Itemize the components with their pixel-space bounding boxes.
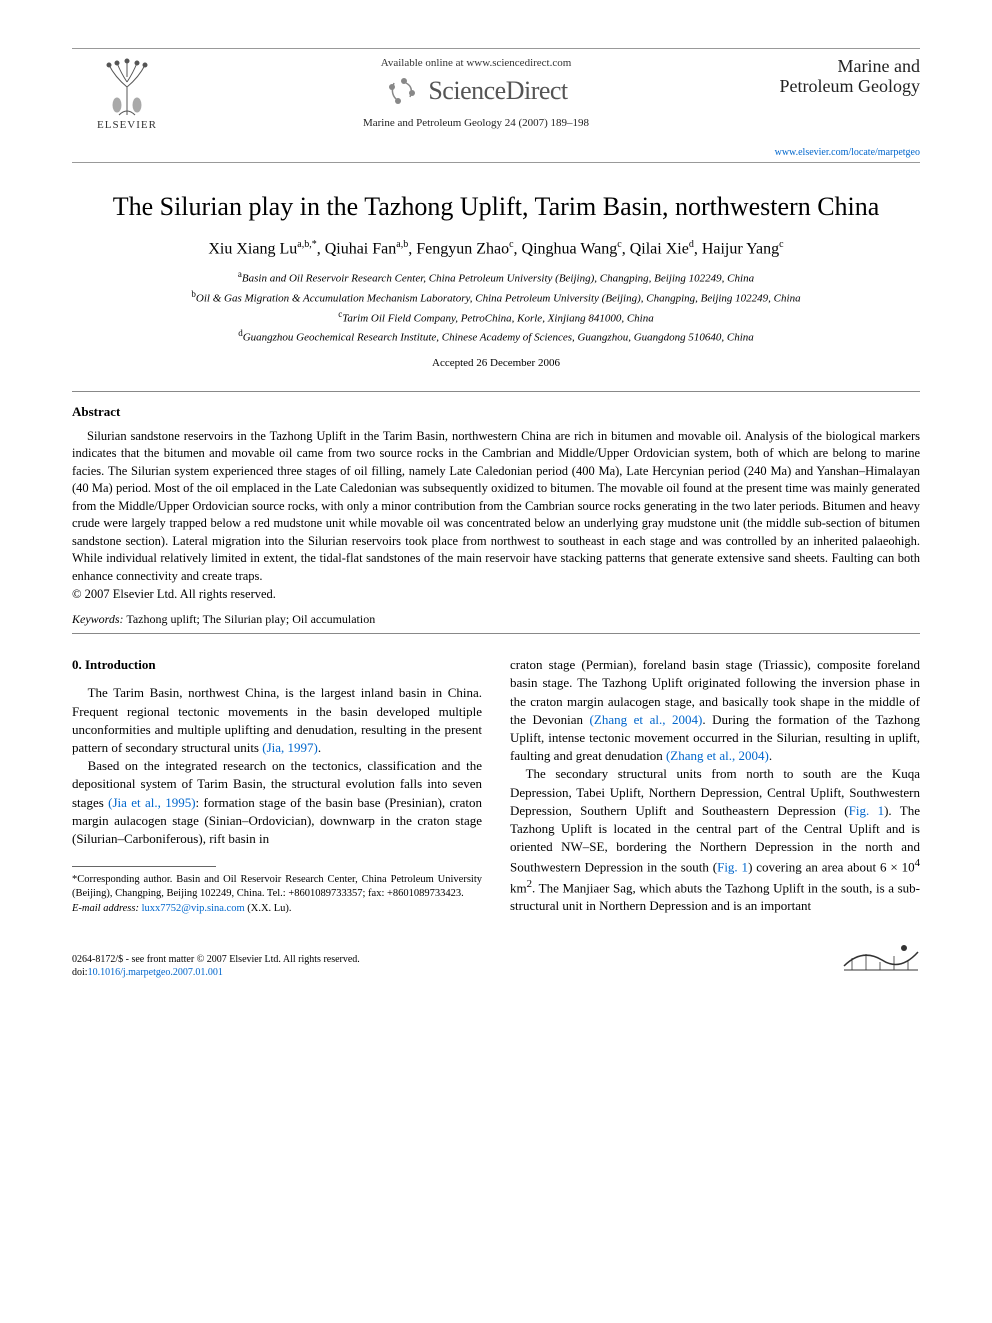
article-title: The Silurian play in the Tazhong Uplift,… — [72, 191, 920, 224]
rule-above-abstract — [72, 391, 920, 392]
journal-homepage-link[interactable]: www.elsevier.com/locate/marpetgeo — [770, 147, 920, 158]
footnote-corr: *Corresponding author. Basin and Oil Res… — [72, 873, 482, 901]
right-para-1: craton stage (Permian), foreland basin s… — [510, 656, 920, 765]
footnote-email-line: E-mail address: luxx7752@vip.sina.com (X… — [72, 902, 482, 916]
sciencedirect-text: ScienceDirect — [428, 76, 567, 106]
footer-logo — [842, 938, 920, 979]
left-column: 0. Introduction The Tarim Basin, northwe… — [72, 656, 482, 915]
abstract-heading: Abstract — [72, 404, 920, 420]
intro-para-2: Based on the integrated research on the … — [72, 757, 482, 848]
petroleum-geology-icon — [842, 938, 920, 974]
keywords-label: Keywords: — [72, 612, 124, 626]
cite-jia-1997[interactable]: (Jia, 1997) — [262, 740, 318, 755]
journal-name-line1: Marine and — [838, 56, 920, 76]
header-right: Marine and Petroleum Geology www.elsevie… — [770, 57, 920, 158]
page-root: ELSEVIER Available online at www.science… — [0, 0, 992, 1027]
accepted-date: Accepted 26 December 2006 — [72, 357, 920, 369]
body-columns: 0. Introduction The Tarim Basin, northwe… — [72, 656, 920, 915]
sciencedirect-icon — [384, 73, 420, 109]
right-column: craton stage (Permian), foreland basin s… — [510, 656, 920, 915]
cite-zhang-2004a[interactable]: (Zhang et al., 2004) — [590, 712, 703, 727]
header-band: ELSEVIER Available online at www.science… — [72, 48, 920, 163]
abstract-copyright: © 2007 Elsevier Ltd. All rights reserved… — [72, 587, 920, 602]
keywords-text: Tazhong uplift; The Silurian play; Oil a… — [124, 612, 376, 626]
doi-link[interactable]: 10.1016/j.marpetgeo.2007.01.001 — [88, 967, 223, 978]
footer-left: 0264-8172/$ - see front matter © 2007 El… — [72, 953, 360, 979]
journal-name: Marine and Petroleum Geology — [770, 57, 920, 97]
corresponding-author-footnote: *Corresponding author. Basin and Oil Res… — [72, 873, 482, 916]
elsevier-block: ELSEVIER — [72, 57, 182, 131]
rule-below-keywords — [72, 633, 920, 634]
fig1-link-b[interactable]: Fig. 1 — [717, 860, 748, 875]
affiliation-a: aBasin and Oil Reservoir Research Center… — [72, 268, 920, 288]
affiliation-c: cTarim Oil Field Company, PetroChina, Ko… — [72, 308, 920, 328]
affiliation-b: bOil & Gas Migration & Accumulation Mech… — [72, 288, 920, 308]
affiliations: aBasin and Oil Reservoir Research Center… — [72, 268, 920, 346]
doi-label: doi: — [72, 967, 88, 978]
sciencedirect-logo: ScienceDirect — [194, 73, 758, 109]
intro-para-1: The Tarim Basin, northwest China, is the… — [72, 684, 482, 757]
footnote-email-who: (X.X. Lu). — [245, 903, 292, 914]
cite-jia-1995[interactable]: (Jia et al., 1995) — [108, 795, 195, 810]
elsevier-label: ELSEVIER — [97, 119, 157, 131]
footnote-separator — [72, 866, 216, 867]
available-online-text: Available online at www.sciencedirect.co… — [194, 57, 758, 69]
intro-heading: 0. Introduction — [72, 656, 482, 674]
page-footer: 0264-8172/$ - see front matter © 2007 El… — [72, 938, 920, 979]
journal-reference: Marine and Petroleum Geology 24 (2007) 1… — [194, 117, 758, 129]
footnote-email-link[interactable]: luxx7752@vip.sina.com — [142, 903, 245, 914]
elsevier-tree-icon — [97, 57, 157, 117]
footer-front-matter: 0264-8172/$ - see front matter © 2007 El… — [72, 953, 360, 966]
abstract-body: Silurian sandstone reservoirs in the Taz… — [72, 428, 920, 586]
right-para-2: The secondary structural units from nort… — [510, 765, 920, 915]
authors-line: Xiu Xiang Lua,b,*, Qiuhai Fana,b, Fengyu… — [72, 239, 920, 258]
footer-doi-line: doi:10.1016/j.marpetgeo.2007.01.001 — [72, 966, 360, 979]
journal-name-line2: Petroleum Geology — [780, 76, 920, 96]
footnote-email-label: E-mail address: — [72, 903, 139, 914]
affiliation-d: dGuangzhou Geochemical Research Institut… — [72, 327, 920, 347]
fig1-link-a[interactable]: Fig. 1 — [849, 803, 884, 818]
cite-zhang-2004b[interactable]: (Zhang et al., 2004) — [666, 748, 769, 763]
keywords-line: Keywords: Tazhong uplift; The Silurian p… — [72, 612, 920, 627]
header-center: Available online at www.sciencedirect.co… — [182, 57, 770, 129]
